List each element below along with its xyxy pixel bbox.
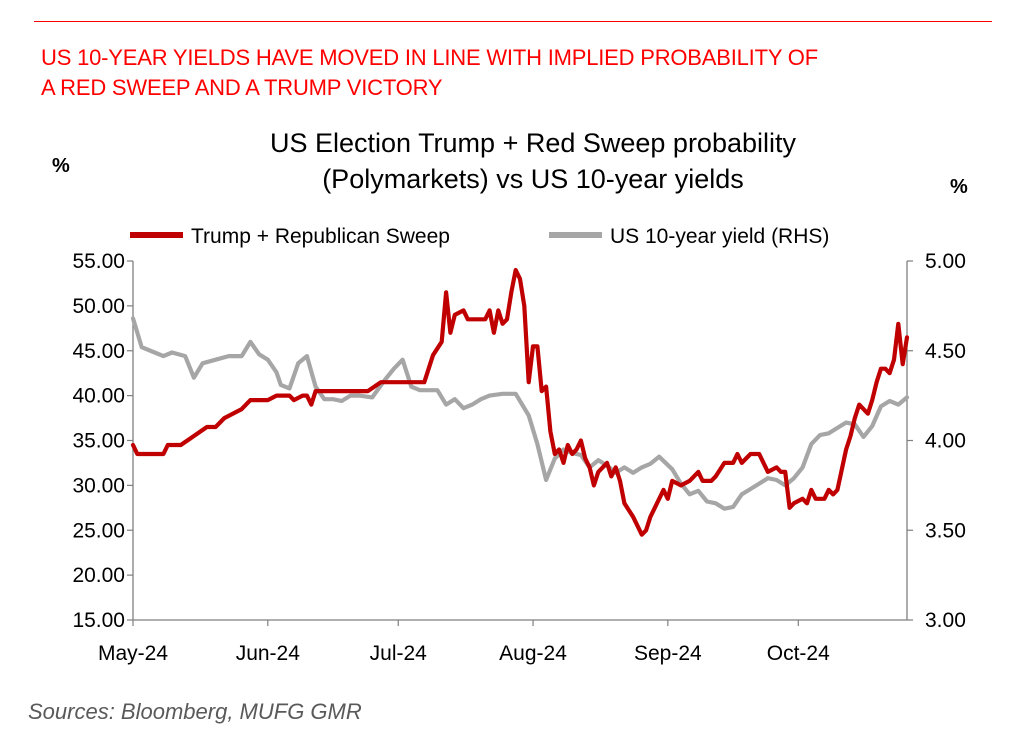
series-layer [130, 267, 910, 537]
series-line-trump-sweep [130, 267, 910, 537]
left-y-tick-label: 55.00 [72, 250, 125, 273]
headline-line-2: A RED SWEEP AND A TRUMP VICTORY [41, 75, 443, 100]
left-y-tick-label: 45.00 [72, 340, 125, 363]
x-tick-label: Jun-24 [236, 642, 301, 665]
right-y-tick-label: 3.00 [925, 609, 966, 632]
source-note: Sources: Bloomberg, MUFG GMR [28, 699, 362, 724]
series-line-us-10y [130, 316, 910, 511]
legend-label-us-10y: US 10-year yield (RHS) [610, 225, 829, 248]
chart-title-line-2: (Polymarkets) vs US 10-year yields [322, 164, 744, 194]
legend: Trump + Republican Sweep US 10-year yiel… [130, 225, 829, 248]
left-y-tick-label: 25.00 [72, 519, 125, 542]
left-y-tick-label: 30.00 [72, 474, 125, 497]
left-y-tick-label: 20.00 [72, 564, 125, 587]
right-y-tick-label: 4.00 [925, 430, 966, 453]
left-y-tick-label: 15.00 [72, 609, 125, 632]
headline: US 10-YEAR YIELDS HAVE MOVED IN LINE WIT… [41, 43, 1001, 103]
x-tick-label: Aug-24 [499, 642, 567, 665]
left-y-tick-label: 40.00 [72, 385, 125, 408]
left-axis-unit: % [52, 155, 70, 177]
left-y-tick-label: 35.00 [72, 430, 125, 453]
x-tick-label: Oct-24 [767, 642, 830, 665]
x-tick-label: May-24 [98, 642, 168, 665]
axes: 15.00 20.00 25.00 30.00 35.00 40.00 45.00 50.00… [72, 250, 965, 665]
right-y-tick-label: 3.50 [925, 519, 966, 542]
top-rule [34, 21, 992, 22]
right-y-tick-label: 5.00 [925, 250, 966, 273]
left-y-tick-label: 50.00 [72, 295, 125, 318]
x-tick-label: Sep-24 [634, 642, 702, 665]
legend-label-trump-sweep: Trump + Republican Sweep [191, 225, 450, 248]
right-axis-unit: % [950, 176, 968, 198]
headline-line-1: US 10-YEAR YIELDS HAVE MOVED IN LINE WIT… [41, 45, 818, 70]
right-y-tick-label: 4.50 [925, 340, 966, 363]
x-tick-label: Jul-24 [370, 642, 428, 665]
chart-title-line-1: US Election Trump + Red Sweep probabilit… [270, 128, 797, 158]
